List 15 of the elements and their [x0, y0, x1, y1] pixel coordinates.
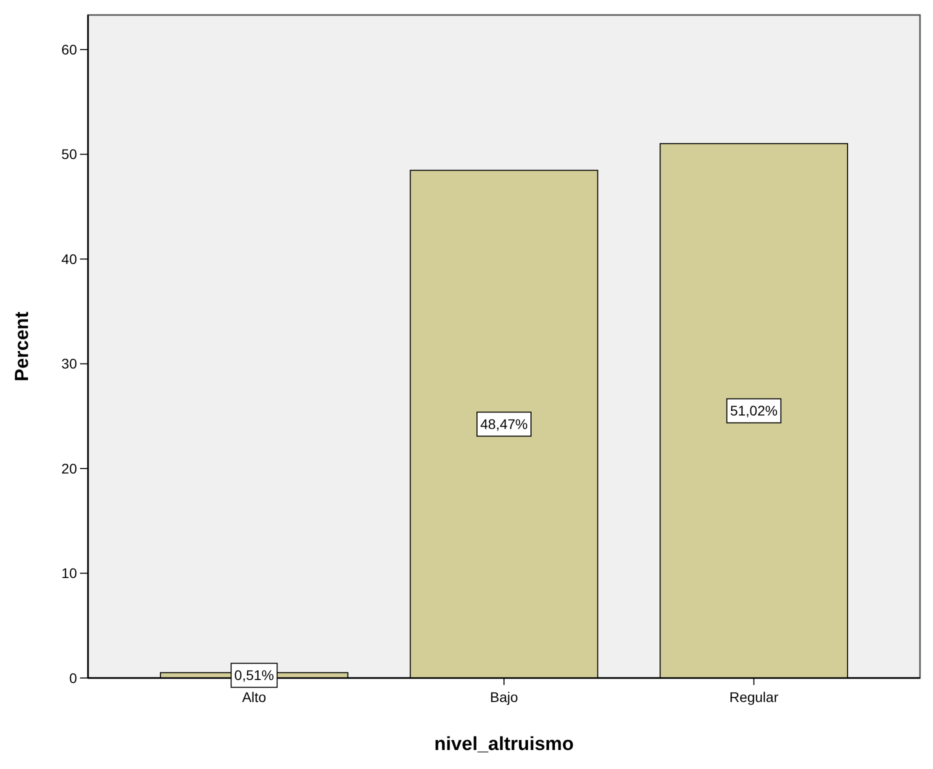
y-tick-label: 40: [61, 250, 78, 267]
data-label: 0,51%: [234, 667, 274, 684]
x-tick-label: Alto: [242, 689, 266, 705]
x-tick-label: Regular: [729, 689, 779, 705]
y-axis-title: Percent: [12, 310, 33, 382]
y-tick-label: 50: [61, 146, 78, 162]
y-tick-label: 20: [61, 460, 78, 476]
data-label: 48,47%: [480, 416, 528, 432]
x-tick-label: Bajo: [490, 689, 518, 705]
y-tick-label: 0: [69, 670, 78, 686]
y-tick-label: 30: [61, 356, 78, 372]
data-label: 51,02%: [730, 402, 778, 419]
y-tick-label: 60: [61, 41, 78, 58]
y-tick-label: 10: [61, 565, 78, 582]
x-axis-title: nivel_altruismo: [434, 734, 574, 755]
